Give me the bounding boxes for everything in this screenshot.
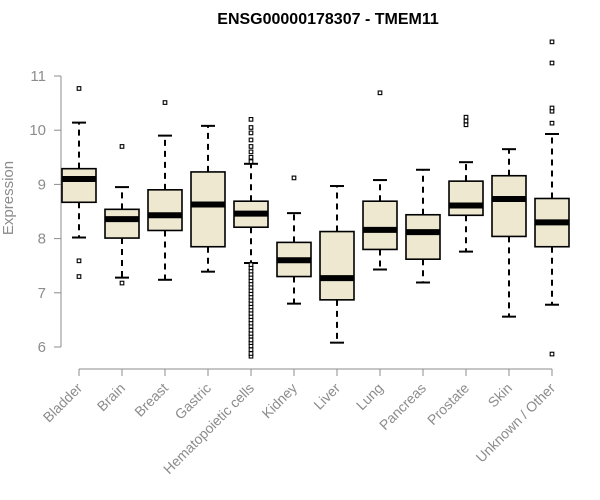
iqr-box <box>405 213 441 260</box>
x-tick-label: Skin <box>485 380 516 411</box>
x-tick-label: Pancreas <box>376 380 429 433</box>
x-tick-label: Prostate <box>424 380 472 428</box>
outlier-point <box>549 351 555 357</box>
outlier-point <box>549 60 555 66</box>
outlier-point <box>119 280 125 286</box>
box-group <box>448 114 484 253</box>
iqr-box <box>190 171 226 248</box>
outlier-point <box>248 327 254 333</box>
box-group <box>405 168 441 284</box>
x-tick-label: Brain <box>94 380 128 414</box>
boxplot-series <box>61 39 570 359</box>
outlier-point <box>549 120 555 126</box>
x-tick-label: Liver <box>310 380 343 413</box>
iqr-box <box>448 180 484 217</box>
box-group <box>276 175 312 305</box>
y-axis: 6 7 8 9 10 11 <box>29 68 62 356</box>
box-group <box>233 117 269 359</box>
x-tick-label: Kidney <box>259 380 301 422</box>
iqr-box <box>147 189 183 232</box>
outlier-point <box>248 159 254 164</box>
outlier-point <box>549 105 555 111</box>
outlier-point <box>248 351 254 356</box>
iqr-box <box>61 167 97 204</box>
outlier-point <box>248 125 254 130</box>
iqr-box <box>319 230 355 301</box>
outlier-point <box>248 149 254 155</box>
outlier-point <box>463 118 469 124</box>
outlier-point <box>291 175 297 181</box>
outlier-point <box>76 86 82 91</box>
x-tick-label: Breast <box>131 380 171 420</box>
box-group <box>147 100 183 281</box>
chart-title: ENSG00000178307 - TMEM11 <box>217 11 439 28</box>
iqr-box <box>362 200 398 251</box>
x-tick-label: Gastric <box>171 380 214 423</box>
box-group <box>319 185 355 344</box>
y-tick-label: 8 <box>38 231 46 248</box>
iqr-box <box>104 208 140 239</box>
iqr-box <box>491 174 527 238</box>
outlier-point <box>248 117 254 122</box>
outlier-point <box>377 90 383 96</box>
box-group <box>104 144 140 286</box>
outlier-point <box>248 347 254 353</box>
outlier-point <box>248 137 254 143</box>
y-tick-label: 9 <box>38 176 46 193</box>
box-group <box>61 86 97 279</box>
outlier-point <box>248 337 254 343</box>
outlier-point <box>248 262 254 267</box>
x-tick-label: Lung <box>353 380 386 413</box>
outlier-point <box>76 258 82 264</box>
x-tick-label: Bladder <box>40 380 86 426</box>
box-group <box>190 124 226 273</box>
outlier-point <box>463 114 469 120</box>
outlier-point <box>248 130 254 136</box>
outlier-point <box>162 100 168 105</box>
y-tick-label: 7 <box>38 285 46 302</box>
box-group <box>534 39 570 357</box>
y-tick-label: 6 <box>38 339 46 356</box>
box-group <box>491 148 527 318</box>
y-tick-label: 11 <box>30 68 46 85</box>
outlier-point <box>549 39 555 45</box>
x-tick-label: Unknown / Other <box>473 380 559 466</box>
outlier-point <box>119 144 125 149</box>
y-tick-label: 10 <box>29 122 46 139</box>
outlier-point <box>76 274 82 279</box>
outlier-point <box>463 122 469 128</box>
outlier-point <box>248 154 254 160</box>
y-axis-label: Expression <box>0 161 17 235</box>
outlier-point <box>248 144 254 149</box>
box-group <box>362 90 398 271</box>
